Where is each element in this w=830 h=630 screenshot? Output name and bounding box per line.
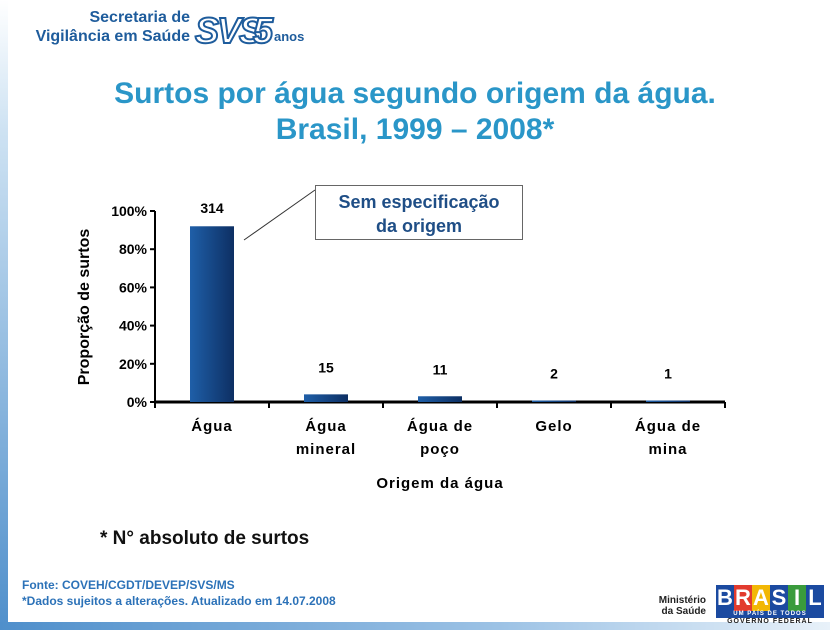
x-axis-title: Origem da água <box>376 475 503 492</box>
data-label: 15 <box>318 359 334 375</box>
brasil-logo-gov: GOVERNO FEDERAL <box>727 618 813 625</box>
ministry-line-1: Ministério <box>658 595 706 606</box>
brasil-letter: A <box>752 585 770 611</box>
brasil-letter: I <box>788 585 806 611</box>
x-tick-label: Água de <box>407 418 473 435</box>
brasil-letter: B <box>716 585 734 611</box>
svs-logo-years: 5 <box>253 10 274 48</box>
bottom-accent-bar <box>0 622 830 630</box>
svs-logo-text: SVS <box>195 10 263 48</box>
bar <box>532 400 576 402</box>
callout-leader <box>243 189 316 241</box>
y-tick-label: 20% <box>119 356 148 372</box>
footer-source: Fonte: COVEH/CGDT/DEVEP/SVS/MS <box>22 578 235 592</box>
ministry-logo: Ministério da Saúde <box>650 595 706 617</box>
y-tick-label: 40% <box>119 318 148 334</box>
data-label: 1 <box>664 366 672 382</box>
callout-line-1: Sem especificação <box>338 192 500 212</box>
y-tick-label: 100% <box>111 203 147 219</box>
data-label: 11 <box>433 361 448 377</box>
y-tick-label: 80% <box>119 241 148 257</box>
brasil-logo-motto: UM PAÍS DE TODOS <box>716 611 824 618</box>
footer-disclaimer: *Dados sujeitos a alterações. Atualizado… <box>22 594 336 608</box>
x-tick-label: Água <box>305 418 347 435</box>
x-tick-label: mina <box>648 441 687 458</box>
y-tick-label: 0% <box>127 394 148 410</box>
org-name: Secretaria de Vigilância em Saúde <box>22 8 190 46</box>
title-line-1: Surtos por água segundo origem da água. <box>114 77 716 110</box>
data-label: 314 <box>200 200 224 216</box>
bar <box>304 394 348 402</box>
data-label: 2 <box>550 366 558 382</box>
x-tick-label: mineral <box>296 441 356 458</box>
brasil-letter: L <box>806 585 824 611</box>
org-line-1: Secretaria de <box>89 9 190 26</box>
footnote-absolute: * N° absoluto de surtos <box>100 528 310 549</box>
callout-box: Sem especificação da origem <box>315 185 523 240</box>
bar <box>418 396 462 402</box>
brasil-letter: S <box>770 585 788 611</box>
y-axis-title: Proporção de surtos <box>76 229 93 386</box>
svs-logo: SVS 5 <box>194 10 275 48</box>
title-line-2: Brasil, 1999 – 2008* <box>275 113 555 146</box>
bar <box>190 226 234 402</box>
footer: Fonte: COVEH/CGDT/DEVEP/SVS/MS *Dados su… <box>22 577 336 609</box>
logo-suffix: anos <box>274 29 305 44</box>
bar <box>646 400 690 402</box>
x-tick-label: Água <box>191 418 233 435</box>
x-tick-label: Gelo <box>535 418 572 435</box>
ministry-line-2: da Saúde <box>661 606 706 617</box>
y-tick-label: 60% <box>119 279 148 295</box>
x-tick-label: Água de <box>635 418 701 435</box>
left-accent-bar <box>0 0 8 630</box>
org-line-2: Vigilância em Saúde <box>35 28 190 45</box>
x-tick-label: poço <box>420 441 460 458</box>
page-title: Surtos por água segundo origem da água. … <box>0 76 830 148</box>
brasil-letter: R <box>734 585 752 611</box>
callout-line-2: da origem <box>375 216 463 236</box>
